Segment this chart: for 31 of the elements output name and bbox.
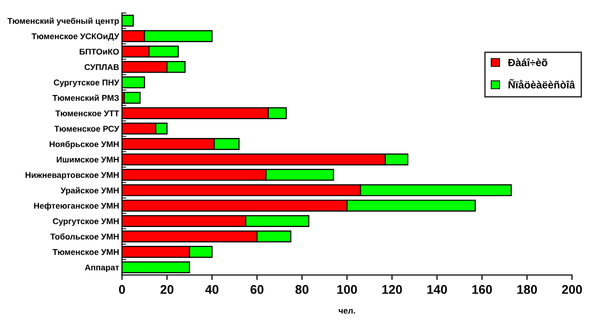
x-tick-label: 80 bbox=[295, 285, 308, 294]
y-tick-label: Сургутское ПНУ bbox=[54, 80, 120, 88]
y-tick-label: Ишимское УМН bbox=[56, 156, 119, 163]
y-tick-label: Тюменский РМЗ bbox=[52, 94, 119, 101]
y-tick-label: Тюменский учебный центр bbox=[7, 18, 119, 26]
x-tick-label: 60 bbox=[250, 285, 264, 294]
x-tick-label: 200 bbox=[562, 285, 582, 294]
y-tick-label: БПТОиКО bbox=[80, 48, 119, 55]
x-tick-label: 120 bbox=[382, 285, 402, 294]
x-tick-label: 180 bbox=[517, 285, 537, 294]
y-tick-label: Нефтеюганское УМН bbox=[34, 202, 119, 210]
y-tick-label: Тюменское УМН bbox=[52, 249, 119, 255]
y-tick-label: Нижневартовское УМН bbox=[26, 172, 119, 180]
x-tick-label: 100 bbox=[337, 285, 357, 294]
y-tick-label: Урайское УМН bbox=[60, 187, 119, 196]
legend-label: Ñïåöèàëèñòîâ bbox=[508, 79, 576, 88]
legend-label: Ðàáî÷èõ bbox=[508, 58, 548, 66]
y-tick-label: Тобольское УМН bbox=[50, 233, 119, 240]
x-tick-label: 160 bbox=[472, 285, 492, 294]
y-tick-label: Аппарат bbox=[84, 264, 119, 272]
x-tick-label: 20 bbox=[160, 285, 174, 294]
y-tick-label: Тюменское УТТ bbox=[55, 110, 120, 116]
x-tick-label: 140 bbox=[427, 285, 447, 294]
y-tick-label: Тюменское РСУ bbox=[54, 126, 120, 132]
y-tick-label: СУПЛАВ bbox=[84, 64, 119, 70]
x-tick-label: 0 bbox=[119, 285, 125, 294]
y-tick-label: Ноябрьское УМН bbox=[50, 140, 119, 149]
x-axis-title: чел. bbox=[338, 309, 355, 314]
y-tick-label: Тюменское УСКОиДУ bbox=[32, 33, 120, 41]
x-tick-label: 40 bbox=[205, 285, 218, 294]
y-tick-label: Сургутское УМН bbox=[52, 218, 119, 226]
